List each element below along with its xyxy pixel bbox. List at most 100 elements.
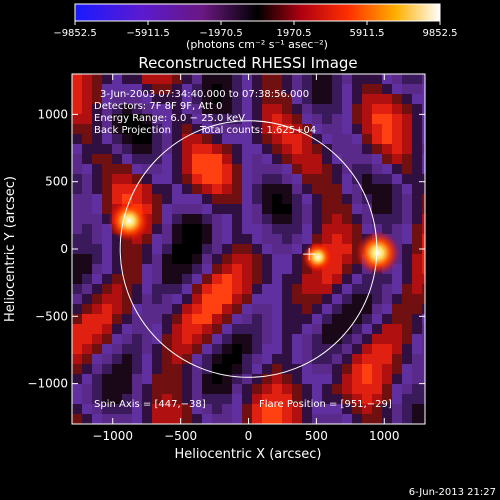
heatmap-cell [232, 374, 242, 384]
heatmap-cell [342, 344, 352, 354]
heatmap-cell [322, 114, 332, 124]
heatmap-cell [152, 314, 162, 324]
heatmap-cell [272, 194, 282, 204]
heatmap-cell [212, 394, 222, 404]
heatmap-cell [402, 184, 412, 194]
heatmap-cell [282, 84, 292, 94]
heatmap-cell [352, 384, 362, 394]
heatmap-cell [262, 404, 272, 414]
heatmap-cell [332, 194, 342, 204]
heatmap-cell [272, 344, 282, 354]
heatmap-cell [282, 384, 292, 394]
heatmap-cell [192, 234, 202, 244]
heatmap-cell [132, 304, 142, 314]
heatmap-cell [162, 144, 172, 154]
heatmap-cell [232, 334, 242, 344]
heatmap-cell [322, 204, 332, 214]
heatmap-cell [352, 124, 362, 134]
heatmap-cell [122, 164, 132, 174]
heatmap-cell [402, 204, 412, 214]
heatmap-cell [352, 94, 362, 104]
heatmap-cell [392, 74, 402, 84]
heatmap-cell [222, 134, 232, 144]
heatmap-cell [212, 114, 222, 124]
heatmap-cell [202, 124, 212, 134]
heatmap-cell [292, 114, 302, 124]
heatmap-cell [222, 284, 232, 294]
heatmap-cell [272, 144, 282, 154]
heatmap-cell [242, 104, 252, 114]
heatmap-cell [402, 354, 412, 364]
heatmap-cell [262, 114, 272, 124]
spin-axis-cross-marker [303, 248, 316, 261]
heatmap-cell [72, 124, 82, 134]
heatmap-cell [362, 284, 372, 294]
heatmap-cell [292, 264, 302, 274]
heatmap-cell [152, 114, 162, 124]
heatmap-cell [192, 114, 202, 124]
heatmap-cell [372, 354, 382, 364]
heatmap-cell [232, 404, 242, 414]
heatmap-cell [302, 214, 312, 224]
heatmap-cell [392, 94, 402, 104]
heatmap-cell [312, 414, 322, 424]
annotation-total-counts: Total counts: 1.625+04 [199, 125, 316, 136]
heatmap-cell [82, 94, 92, 104]
heatmap-cell [102, 104, 112, 114]
heatmap-cell [112, 104, 122, 114]
heatmap-cell [242, 184, 252, 194]
heatmap-cell [252, 364, 262, 374]
heatmap-cell [392, 334, 402, 344]
heatmap-cell [202, 154, 212, 164]
heatmap-cell [192, 314, 202, 324]
heatmap-cell [272, 94, 282, 104]
heatmap-cell [292, 374, 302, 384]
heatmap-cell [172, 144, 182, 154]
heatmap-cell [152, 384, 162, 394]
heatmap-cell [392, 314, 402, 324]
heatmap-cell [402, 414, 412, 424]
heatmap-cell [382, 274, 392, 284]
heatmap-cell [372, 294, 382, 304]
heatmap-cell [72, 344, 82, 354]
heatmap-cell [302, 154, 312, 164]
x-tick-label: 1000 [369, 429, 400, 443]
heatmap-cell [282, 404, 292, 414]
heatmap-cell [102, 94, 112, 104]
heatmap-cell [342, 134, 352, 144]
heatmap-cell [72, 224, 82, 234]
heatmap-cell [372, 204, 382, 214]
heatmap-cell [302, 304, 312, 314]
heatmap-cell [222, 414, 232, 424]
heatmap-cell [372, 284, 382, 294]
heatmap-cell [212, 294, 222, 304]
heatmap-cell [92, 194, 102, 204]
heatmap-cell [82, 334, 92, 344]
heatmap-cell [102, 84, 112, 94]
heatmap-cell [382, 314, 392, 324]
heatmap-cell [222, 294, 232, 304]
heatmap-cell [312, 114, 322, 124]
heatmap-cell [152, 344, 162, 354]
colorbar [74, 3, 441, 22]
heatmap-cell [262, 174, 272, 184]
heatmap-cell [102, 384, 112, 394]
heatmap-cell [302, 84, 312, 94]
heatmap-cell [172, 184, 182, 194]
heatmap-cell [202, 234, 212, 244]
heatmap-cell [82, 284, 92, 294]
heatmap-cell [342, 354, 352, 364]
heatmap-cell [122, 414, 132, 424]
heatmap-cell [342, 284, 352, 294]
heatmap-cell [282, 164, 292, 174]
heatmap-cell [242, 174, 252, 184]
heatmap-cell [92, 274, 102, 284]
heatmap-cell [322, 224, 332, 234]
heatmap-cell [242, 124, 252, 134]
heatmap-cell [132, 244, 142, 254]
heatmap-cell [282, 254, 292, 264]
heatmap-cell [362, 154, 372, 164]
heatmap-cell [282, 234, 292, 244]
heatmap-cell [232, 204, 242, 214]
heatmap-cell [322, 104, 332, 114]
